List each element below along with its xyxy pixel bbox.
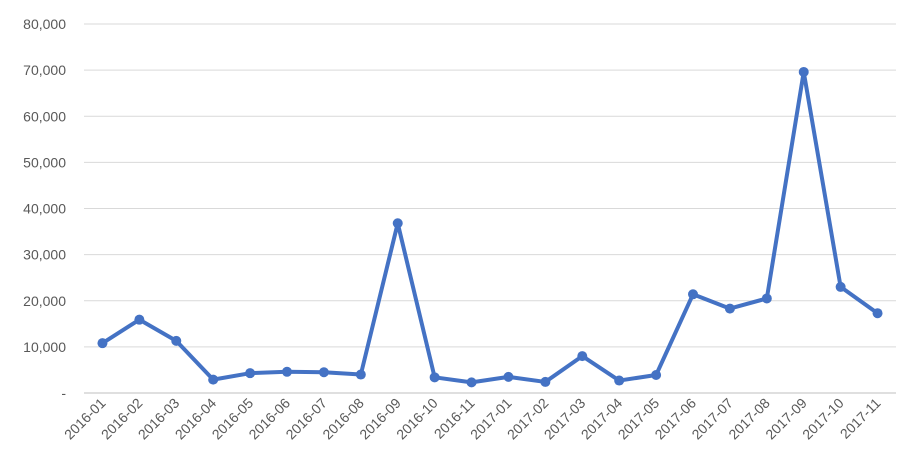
data-point-2016-01: [97, 338, 108, 349]
data-point-2017-05: [651, 370, 662, 381]
x-axis-tick-labels: 2016-012016-022016-032016-042016-052016-…: [61, 395, 884, 443]
x-tick-label: 2016-10: [393, 395, 441, 443]
y-tick-label: 20,000: [23, 293, 66, 309]
y-tick-label: 40,000: [23, 201, 66, 217]
y-tick-label: 70,000: [23, 62, 66, 78]
y-tick-label: -: [61, 385, 66, 401]
data-point-2016-10: [429, 372, 440, 383]
data-point-2016-09: [392, 218, 403, 229]
data-point-2016-08: [355, 369, 366, 380]
data-point-2017-02: [540, 376, 551, 387]
series-line: [100, 69, 880, 385]
data-point-2017-10: [835, 281, 846, 292]
data-point-2016-06: [282, 366, 292, 377]
data-point-2017-09: [798, 66, 809, 77]
y-tick-label: 50,000: [23, 154, 66, 170]
y-axis-tick-labels: - 10,000 20,000 30,000 40,000 50,000 60,000 70,…: [23, 16, 66, 401]
y-tick-label: 30,000: [23, 247, 66, 263]
data-point-2017-07: [724, 303, 735, 314]
x-tick-label: 2017-11: [837, 395, 884, 442]
data-point-2017-01: [503, 371, 514, 382]
data-point-2016-05: [245, 368, 256, 379]
data-point-2017-11: [872, 308, 883, 319]
data-point-2016-04: [208, 374, 219, 385]
data-point-2016-03: [171, 335, 182, 346]
data-point-2017-06: [688, 289, 698, 300]
data-point-2017-04: [614, 375, 625, 386]
x-tick-label: 2017-10: [799, 395, 847, 443]
data-point-2017-03: [577, 351, 588, 362]
y-tick-label: 80,000: [23, 16, 66, 32]
data-point-2016-11: [466, 377, 477, 388]
y-tick-label: 10,000: [23, 339, 66, 355]
series-layer: [97, 66, 883, 388]
data-point-2016-02: [134, 314, 145, 325]
data-point-2016-07: [318, 367, 329, 378]
y-tick-label: 60,000: [23, 108, 66, 124]
gridlines: [84, 23, 896, 394]
data-point-2017-08: [761, 293, 772, 304]
